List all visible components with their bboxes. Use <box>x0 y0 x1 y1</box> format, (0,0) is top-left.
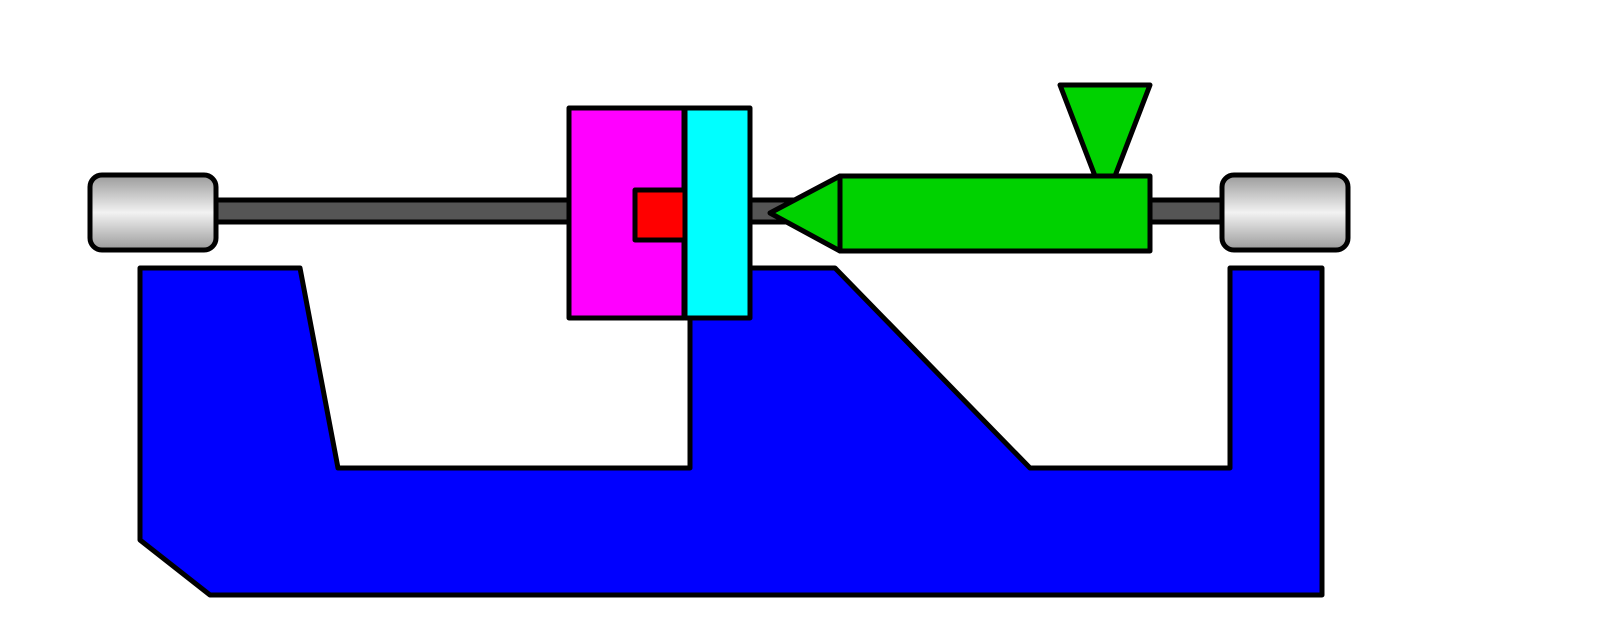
injection-molding-diagram <box>0 0 1614 626</box>
hydraulic-cylinder-right <box>1222 175 1348 250</box>
nozzle <box>770 176 840 251</box>
hopper <box>1060 85 1150 176</box>
fixed-platen <box>685 108 750 318</box>
molded-part <box>635 190 685 240</box>
hydraulic-cylinder-left <box>90 175 216 250</box>
injection-barrel <box>840 176 1150 251</box>
